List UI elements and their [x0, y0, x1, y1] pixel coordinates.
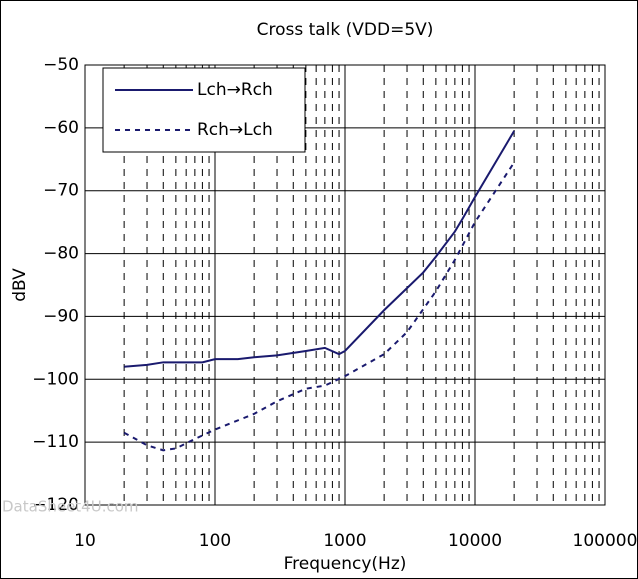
plot-border [84, 64, 606, 506]
y-axis-label: dBV [10, 268, 30, 302]
series-line [124, 130, 515, 368]
legend-box [102, 67, 306, 153]
y-tick-label: −50 [43, 55, 79, 75]
legend-label: Lch→Rch [197, 80, 273, 100]
x-tick-label: 10000 [448, 531, 502, 551]
chart-title: Cross talk (VDD=5V) [257, 20, 434, 40]
x-tick-label: 1000 [323, 531, 366, 551]
legend-label: Rch→Lch [197, 120, 273, 140]
y-tick-label: −60 [43, 118, 79, 138]
x-tick-label: 10 [74, 531, 96, 551]
y-tick-label: −90 [43, 306, 79, 326]
x-tick-label: 100000 [573, 531, 638, 551]
series-line [123, 161, 515, 452]
y-tick-label: −100 [32, 369, 79, 389]
y-tick-label: −110 [32, 432, 79, 452]
y-tick-label: −80 [43, 244, 79, 264]
y-tick-label: −70 [43, 181, 79, 201]
x-tick-label: 100 [199, 531, 231, 551]
y-tick-label: −120 [32, 495, 79, 515]
x-axis-label: Frequency(Hz) [284, 554, 407, 574]
watermark: DataSheet4U.com [2, 498, 139, 516]
